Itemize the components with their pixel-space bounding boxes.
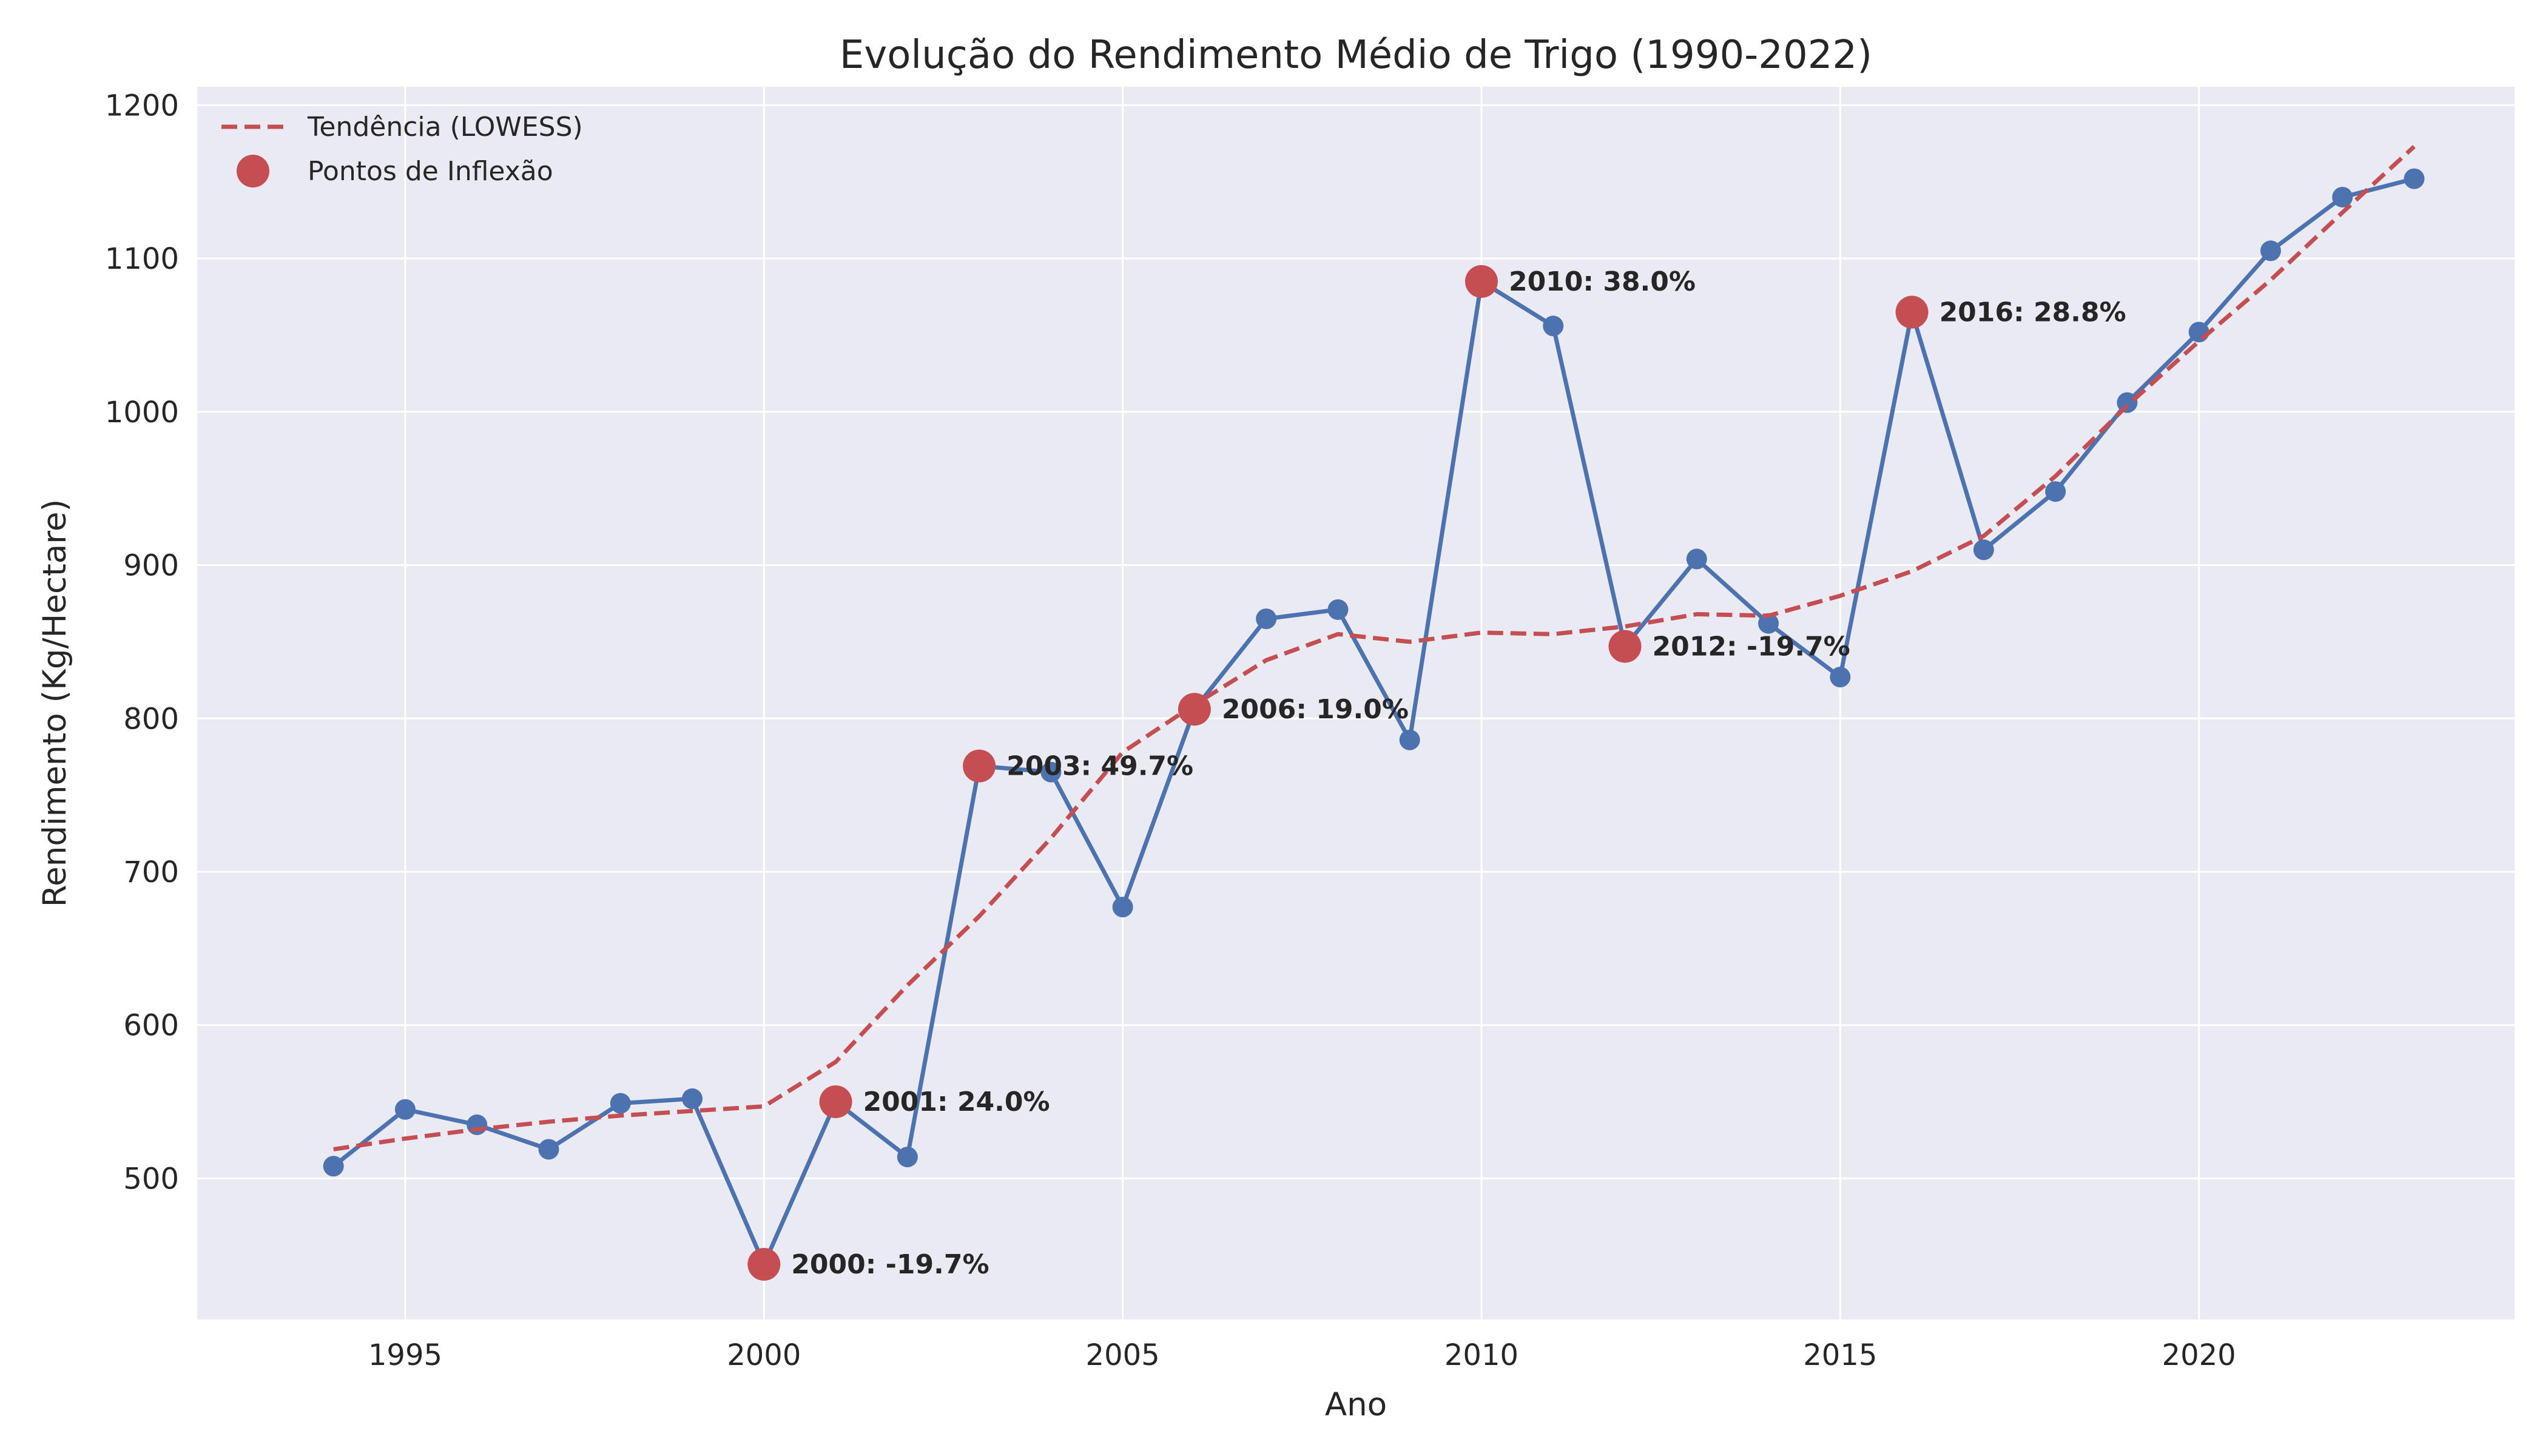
y-tick-label: 1200 [105,89,179,123]
yield-point [2404,168,2425,189]
legend-inflection-label: Pontos de Inflexão [308,156,553,187]
legend: Tendência (LOWESS) Pontos de Inflexão [221,112,583,187]
y-tick-label: 700 [123,855,179,889]
annotation-label: 2012: -19.7% [1652,631,1850,662]
y-axis-label: Rendimento (Kg/Hectare) [36,499,73,908]
legend-inflection-swatch [237,155,269,187]
y-tick-label: 500 [123,1162,179,1196]
annotations: 2000: -19.7% 2001: 24.0% 2003: 49.7% 2006: … [791,266,2126,1280]
x-tick-label: 2005 [1086,1338,1160,1372]
y-tick-label: 800 [123,702,179,736]
yield-point [2188,322,2209,343]
x-tick-label: 1995 [368,1338,442,1372]
yield-point [1040,761,1062,783]
annotation-label: 2010: 38.0% [1509,266,1696,297]
y-tick-label: 900 [123,549,179,583]
inflection-point [747,1248,781,1281]
yield-point [1112,897,1133,918]
annotation-label: 2001: 24.0% [863,1087,1050,1117]
yield-point [2045,481,2066,502]
yield-point [2260,240,2281,261]
yield-point [467,1114,488,1136]
legend-trend-label: Tendência (LOWESS) [307,112,583,143]
inflection-point [1895,295,1929,329]
yield-point [1973,539,1994,561]
yield-point [394,1099,416,1120]
x-tick-label: 2020 [2162,1338,2236,1372]
inflection-point [1178,693,1211,726]
inflection-point [963,749,996,783]
x-tick-label: 2000 [727,1338,801,1372]
annotation-label: 2003: 49.7% [1006,751,1193,782]
yield-point [538,1139,559,1160]
yield-point [897,1147,918,1168]
yield-point [610,1093,631,1114]
chart-title: Evolução do Rendimento Médio de Trigo (1… [840,33,1872,78]
grid [197,87,2515,1320]
inflection-point [1464,265,1498,298]
y-tick-label: 1000 [105,396,179,430]
yield-point [1327,599,1349,620]
yield-point [1543,315,1564,337]
inflection-point [1608,630,1642,663]
series-layer [323,144,2425,1281]
yield-point [1399,729,1420,750]
yield-point [2332,186,2353,207]
annotation-label: 2000: -19.7% [791,1249,989,1280]
yield-point [1256,608,1277,629]
x-tick-label: 2010 [1444,1338,1518,1372]
trend-line [333,144,2416,1151]
x-axis-label: Ano [1325,1386,1387,1423]
yield-point [323,1156,344,1177]
yield-point [1830,667,1851,688]
y-tick-label: 600 [123,1009,179,1043]
plot-area [197,87,2515,1320]
yield-line [332,177,2415,1267]
yield-point [1686,548,1707,570]
yield-point [1758,613,1779,634]
y-tick-label: 1100 [105,242,179,276]
annotation-label: 2006: 19.0% [1222,694,1409,725]
yield-point [682,1088,703,1110]
axes: 1995 2000 2005 2010 2015 2020 500 600 700 800 900 1… [105,89,2236,1372]
annotation-label: 2016: 28.8% [1940,297,2126,328]
x-tick-label: 2015 [1803,1338,1877,1372]
inflection-point [819,1085,852,1119]
yield-point [2117,392,2138,413]
